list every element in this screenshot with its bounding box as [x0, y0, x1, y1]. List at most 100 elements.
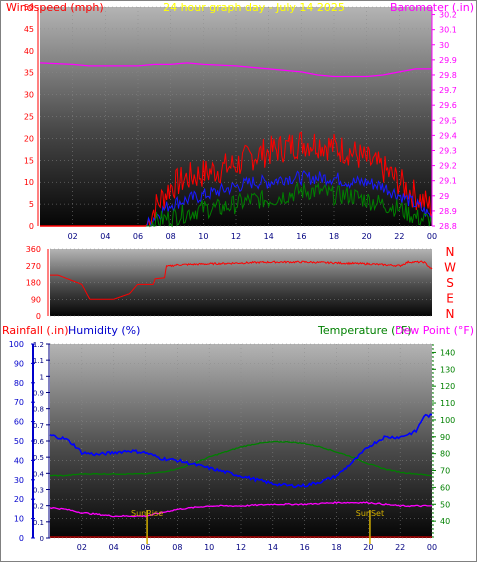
sun-event-label: SunRise [131, 509, 163, 518]
temp-tick-label: 40 [440, 517, 450, 526]
weather-time-tick-label: 12 [236, 543, 246, 552]
rain-tick-label: 0.5 [33, 454, 44, 462]
rain-tick-label: 0.6 [33, 438, 45, 446]
rain-tick-label: 0.3 [33, 487, 44, 495]
wind-time-tick-label: 16 [296, 232, 306, 241]
wind-time-tick-label: 14 [264, 232, 274, 241]
temp-tick-label: 60 [440, 483, 450, 492]
wind-time-tick-label: 18 [329, 232, 339, 241]
temperature-series-line [49, 440, 432, 477]
barometer-series-line [39, 62, 432, 78]
barometer-tick-label: 29.6 [439, 101, 457, 110]
temp-tick-label: 120 [440, 382, 455, 391]
direction-tick-label: 0 [36, 312, 41, 321]
humidity-axis-label: Humidity (%) [68, 324, 140, 337]
wind-tick-label: 35 [24, 69, 34, 78]
rainfall-axis-label: Rainfall (.in) [2, 324, 69, 337]
humidity-tick-label: 20 [14, 495, 24, 504]
compass-label: W [444, 261, 456, 275]
barometer-tick-label: 28.9 [439, 207, 457, 216]
humidity-tick-label: 100 [9, 340, 24, 349]
barometer-tick-label: 29 [439, 192, 449, 201]
barometer-tick-label: 29.2 [439, 162, 457, 171]
humidity-tick-label: 10 [14, 515, 24, 524]
barometer-tick-label: 28.8 [439, 222, 457, 231]
temp-tick-label: 140 [440, 348, 455, 357]
barometer-tick-label: 29.8 [439, 71, 457, 80]
humidity-tick-label: 70 [14, 398, 24, 407]
barometer-tick-label: 30.1 [439, 26, 457, 35]
direction-tick-label: 270 [26, 262, 41, 271]
rain-tick-label: 0.1 [33, 519, 44, 527]
direction-tick-label: 90 [31, 295, 41, 304]
barometer-tick-label: 29.5 [439, 116, 457, 125]
compass-label: N [446, 245, 455, 259]
sun-event-label: SunSet [356, 509, 384, 518]
barometer-tick-label: 30.2 [439, 11, 457, 20]
temp-tick-label: 130 [440, 365, 455, 374]
humidity-tick-label: 80 [14, 379, 24, 388]
grid-lines [40, 6, 433, 539]
temp-tick-label: 70 [440, 467, 450, 476]
wind-axis-label: Windspeed (mph) [6, 1, 104, 14]
wind-tick-label: 40 [24, 47, 34, 56]
compass-label: E [446, 292, 454, 306]
wind-time-tick-label: 12 [231, 232, 241, 241]
compass-label: S [446, 276, 454, 290]
weather-time-tick-label: 22 [395, 543, 405, 552]
weather-time-tick-label: 06 [140, 543, 150, 552]
rain-tick-label: 0.9 [33, 390, 44, 398]
wind-tick-label: 25 [24, 113, 34, 122]
direction-tick-label: 180 [26, 279, 41, 288]
humidity-series-line [49, 413, 433, 489]
wind-time-tick-label: 06 [133, 232, 143, 241]
rain-tick-label: 1 [40, 373, 44, 381]
wind-tick-label: 5 [29, 200, 34, 209]
temp-tick-label: 80 [440, 450, 450, 459]
wind-tick-label: 30 [24, 91, 34, 100]
wind-time-tick-label: 04 [100, 232, 110, 241]
barometer-tick-label: 29.3 [439, 146, 457, 155]
rain-tick-label: 1.2 [33, 341, 44, 349]
compass-label: N [446, 307, 455, 321]
wind-time-tick-label: 20 [362, 232, 372, 241]
weather-time-tick-label: 16 [300, 543, 310, 552]
wind-tick-label: 45 [24, 25, 34, 34]
rain-tick-label: 0.4 [33, 470, 45, 478]
barometer-tick-label: 29.7 [439, 86, 457, 95]
barometer-axis-label: Barometer (.in) [390, 1, 474, 14]
rain-tick-label: 1.1 [33, 357, 44, 365]
direction-plot-area [50, 249, 432, 316]
wind-tick-label: 15 [24, 156, 34, 165]
weather-time-tick-label: 08 [172, 543, 182, 552]
direction-series-line [50, 260, 433, 300]
weather-time-tick-label: 04 [109, 543, 119, 552]
wind-time-tick-label: 22 [394, 232, 404, 241]
direction-tick-label: 360 [26, 245, 41, 254]
weather-time-tick-label: 18 [331, 543, 341, 552]
humidity-tick-label: 40 [14, 456, 24, 465]
rain-tick-label: 0.8 [33, 406, 44, 414]
barometer-tick-label: 29.9 [439, 56, 457, 65]
temp-tick-label: 90 [440, 433, 450, 442]
wind-tick-label: 20 [24, 134, 34, 143]
barometer-tick-label: 29.4 [439, 131, 457, 140]
temp-tick-label: 100 [440, 416, 455, 425]
wind-time-tick-label: 08 [166, 232, 176, 241]
humidity-tick-label: 90 [14, 359, 24, 368]
dewpoint-series-line [49, 501, 433, 518]
humidity-tick-label: 0 [19, 534, 24, 543]
temp-tick-label: 50 [440, 500, 450, 509]
temperature-axis-label: Temperature (°F) [317, 324, 412, 337]
wind-tick-label: 50 [24, 3, 34, 12]
rain-tick-label: 0.7 [33, 422, 44, 430]
weather-time-tick-label: 00 [427, 543, 437, 552]
rain-tick-label: 0.2 [33, 503, 44, 511]
humidity-tick-label: 50 [14, 437, 24, 446]
temp-tick-label: 110 [440, 399, 455, 408]
axis-group: 0510152025303540455028.828.92929.129.229… [9, 3, 457, 552]
wind-time-tick-label: 10 [198, 232, 208, 241]
wind-time-tick-label: 00 [427, 232, 437, 241]
barometer-tick-label: 30 [439, 41, 449, 50]
